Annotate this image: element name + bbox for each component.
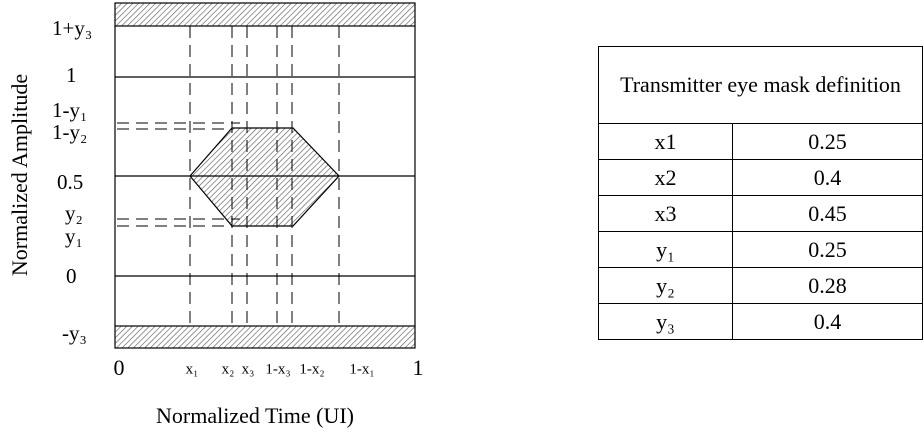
eye-mask-diagram: Normalized Amplitude Normalized Time (UI… bbox=[7, 2, 424, 428]
y-label: 1+y₃ bbox=[52, 16, 92, 40]
table-row: y₃ 0.4 bbox=[598, 303, 923, 340]
mask-definition-table: Transmitter eye mask definition x1 0.25 x2… bbox=[598, 46, 923, 340]
y-label: 1-y₁ bbox=[52, 98, 87, 122]
dashed-guides bbox=[117, 26, 340, 326]
parameter-name: y₂ bbox=[598, 267, 733, 304]
x-label: 1-x₂ bbox=[299, 361, 324, 377]
parameter-name: x2 bbox=[598, 159, 733, 196]
x-label: x₃ bbox=[242, 361, 255, 377]
table-row: x2 0.4 bbox=[598, 159, 923, 196]
parameter-value: 0.25 bbox=[732, 231, 923, 268]
lower-mask bbox=[114, 325, 416, 349]
y-labels: 1+y₃ 1 1-y₁ 1-y₂ 0.5 y₂ y₁ 0 -y₃ bbox=[52, 16, 92, 345]
y-label: 1 bbox=[66, 63, 77, 87]
y-axis-label: Normalized Amplitude bbox=[7, 74, 32, 276]
x-label: 1-x₁ bbox=[349, 361, 374, 377]
parameter-name: x1 bbox=[598, 123, 733, 160]
parameter-name: y₁ bbox=[598, 231, 733, 268]
upper-mask bbox=[114, 2, 416, 27]
parameter-value: 0.28 bbox=[732, 267, 923, 304]
table-row: y₂ 0.28 bbox=[598, 267, 923, 304]
table-row: x3 0.45 bbox=[598, 195, 923, 232]
table-title: Transmitter eye mask definition bbox=[598, 46, 923, 124]
header-row: Transmitter eye mask definition bbox=[598, 46, 923, 124]
table-row: y₁ 0.25 bbox=[598, 231, 923, 268]
x-label: 1 bbox=[413, 355, 424, 380]
y-label: 1-y₂ bbox=[52, 120, 87, 144]
table-row: x1 0.25 bbox=[598, 123, 923, 160]
table-body: Transmitter eye mask definition x1 0.25 x2… bbox=[598, 46, 923, 340]
x-label: 1-x₃ bbox=[265, 361, 290, 377]
y-label: -y₃ bbox=[62, 321, 87, 345]
x-label: x₂ bbox=[222, 361, 235, 377]
y-label: y₂ bbox=[65, 201, 83, 225]
parameter-value: 0.4 bbox=[732, 159, 923, 196]
y-label: y₁ bbox=[65, 224, 83, 248]
parameter-value: 0.4 bbox=[732, 303, 923, 340]
parameter-value: 0.45 bbox=[732, 195, 923, 232]
y-label: 0.5 bbox=[57, 170, 83, 194]
parameter-name: x3 bbox=[598, 195, 733, 232]
x-axis-label: Normalized Time (UI) bbox=[156, 403, 354, 428]
x-label: 0 bbox=[114, 355, 125, 380]
y-label: 0 bbox=[66, 264, 77, 288]
mask-regions bbox=[114, 2, 416, 349]
parameter-value: 0.25 bbox=[732, 123, 923, 160]
x-labels: 0 x₁ x₂ x₃ 1-x₃ 1-x₂ 1-x₁ 1 bbox=[114, 355, 424, 380]
x-label: x₁ bbox=[186, 361, 199, 377]
eye-mask bbox=[189, 127, 340, 227]
parameter-name: y₃ bbox=[598, 303, 733, 340]
plot-frame bbox=[114, 26, 416, 326]
